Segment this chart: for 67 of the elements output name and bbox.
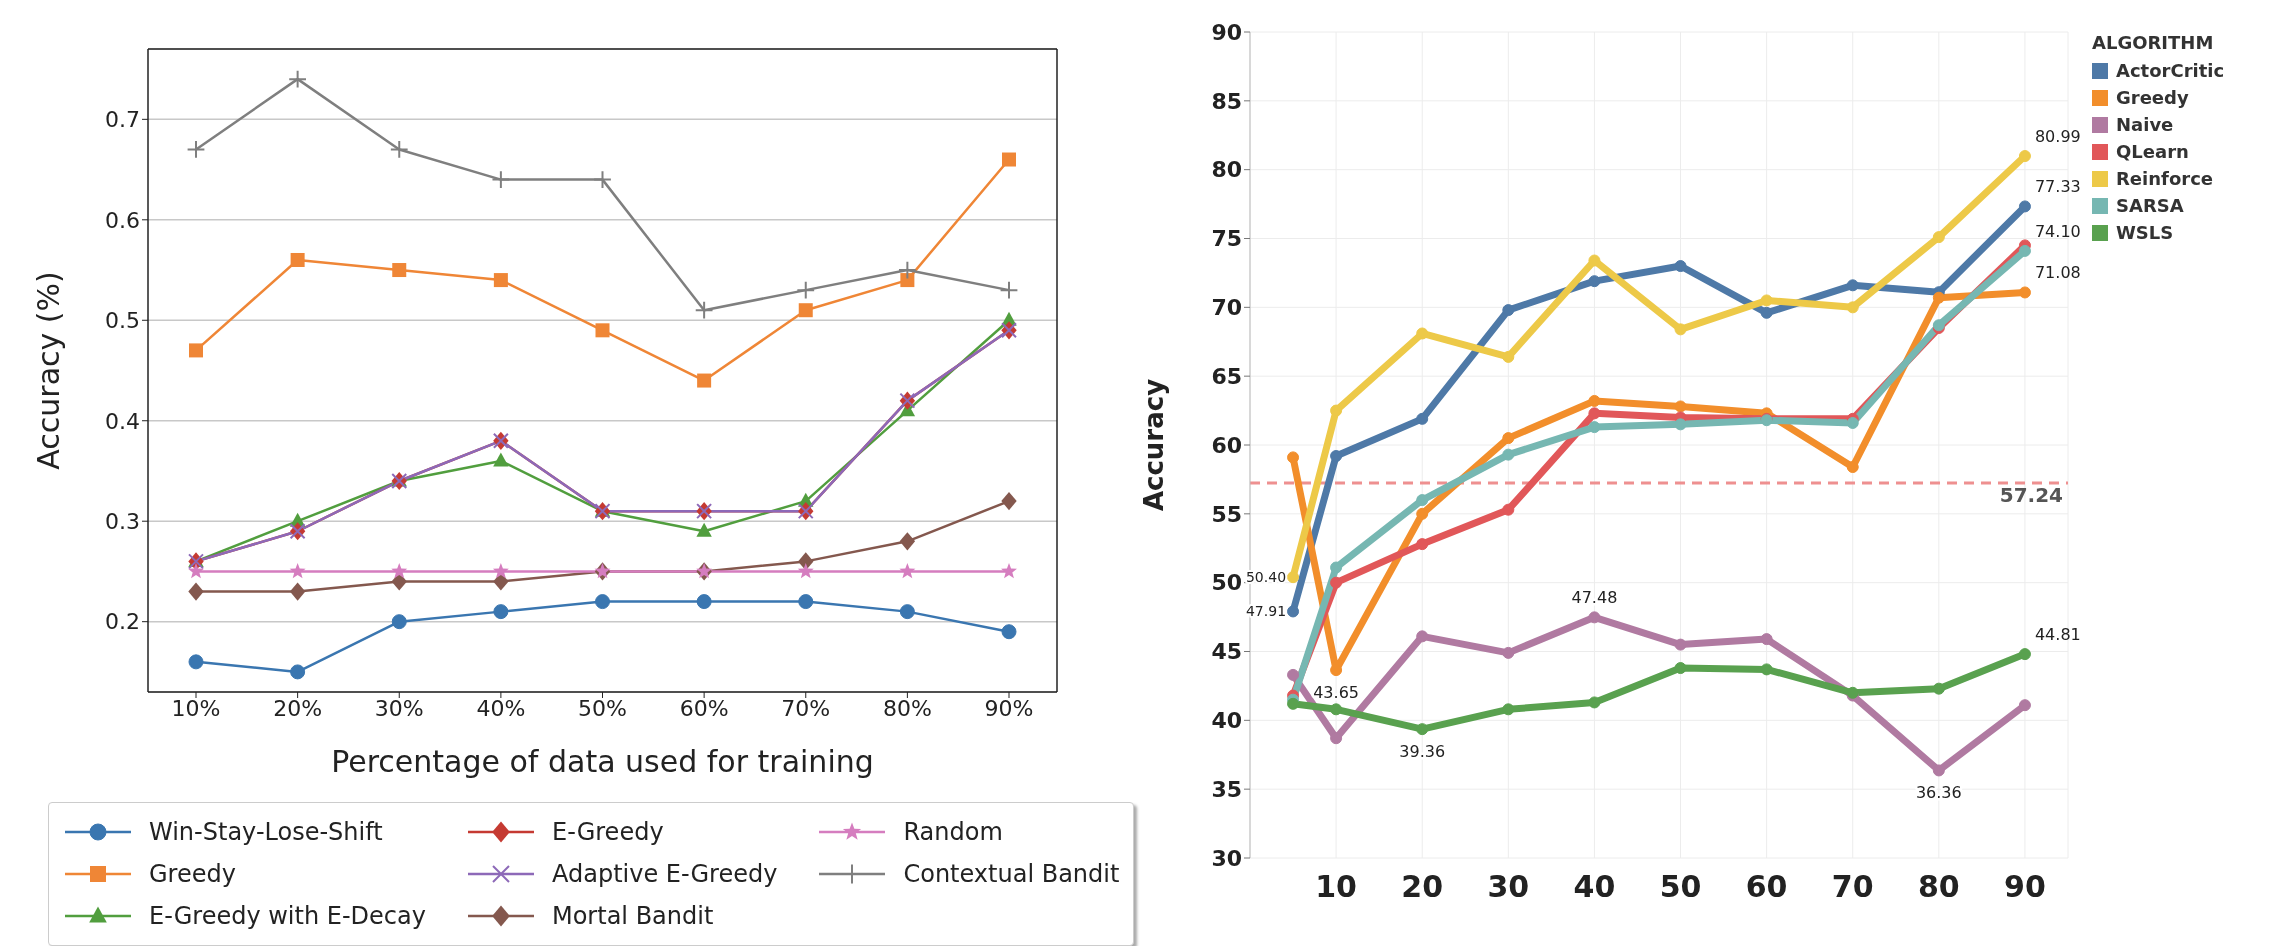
x-tick-label: 70% xyxy=(781,695,831,721)
x-tick-label: 80% xyxy=(882,695,932,721)
x-tick-label: 90% xyxy=(984,695,1034,721)
data-label: 71.08 xyxy=(2034,263,2081,283)
x-axis-title: Percentage of data used for training xyxy=(331,744,874,779)
y-tick-label: 80 xyxy=(1211,157,1242,183)
data-label: 47.91 xyxy=(1245,603,1287,620)
data-label: 44.81 xyxy=(2034,625,2081,645)
data-label: 74.10 xyxy=(2034,221,2081,241)
ref-line-label: 57.24 xyxy=(1999,483,2063,508)
x-tick-label: 70 xyxy=(1831,869,1874,905)
y-tick-label: 0.3 xyxy=(105,509,140,535)
y-axis-title: Accuracy xyxy=(1139,378,1170,512)
legend-title: ALGORITHM xyxy=(2092,32,2215,53)
y-tick-label: 85 xyxy=(1211,88,1242,114)
x-tick-label: 30% xyxy=(374,695,424,721)
x-tick-label: 90 xyxy=(2004,869,2046,905)
y-tick-label: 50 xyxy=(1211,570,1242,596)
x-tick-label: 30 xyxy=(1487,869,1530,905)
y-tick-label: 55 xyxy=(1211,501,1242,527)
legend-label: Random xyxy=(903,818,1003,846)
y-tick-label: 0.5 xyxy=(105,308,140,334)
x-tick-label: 60% xyxy=(679,695,729,721)
y-axis-title: Accuracy (%) xyxy=(30,271,66,470)
legend-label: Greedy xyxy=(149,860,236,888)
data-label: 39.36 xyxy=(1399,742,1446,762)
legend-label: Contextual Bandit xyxy=(903,860,1120,888)
data-label: 47.48 xyxy=(1571,588,1618,608)
y-tick-label: 75 xyxy=(1211,226,1242,252)
legend-label: QLearn xyxy=(2116,141,2189,162)
y-tick-label: 65 xyxy=(1211,363,1242,389)
y-tick-label: 0.4 xyxy=(105,408,140,434)
x-tick-label: 50 xyxy=(1659,869,1702,905)
y-tick-label: 0.7 xyxy=(105,107,140,133)
data-label: 80.99 xyxy=(2034,127,2081,147)
y-tick-label: 90 xyxy=(1211,19,1242,45)
legend-label: Win-Stay-Lose-Shift xyxy=(149,818,383,846)
x-tick-label: 50% xyxy=(578,695,627,721)
y-tick-label: 60 xyxy=(1211,432,1242,458)
legend-label: Naive xyxy=(2116,114,2174,135)
x-tick-label: 40% xyxy=(476,695,526,721)
x-tick-label: 20% xyxy=(273,695,323,721)
y-tick-label: 0.6 xyxy=(105,207,140,233)
data-label: 77.33 xyxy=(2034,177,2081,197)
x-tick-label: 20 xyxy=(1401,869,1444,905)
y-tick-label: 45 xyxy=(1211,639,1242,665)
legend-label: SARSA xyxy=(2116,195,2184,216)
x-tick-label: 60 xyxy=(1745,869,1788,905)
legend-label: Mortal Bandit xyxy=(551,902,714,930)
data-label: 50.40 xyxy=(1245,569,1287,586)
legend-label: Reinforce xyxy=(2116,168,2214,189)
legend-label: Greedy xyxy=(2116,87,2189,108)
y-tick-label: 30 xyxy=(1211,845,1242,871)
data-label: 36.36 xyxy=(1915,783,1962,803)
legend-label: WSLS xyxy=(2116,222,2174,243)
x-tick-label: 10 xyxy=(1315,869,1357,905)
y-tick-label: 35 xyxy=(1211,776,1242,802)
y-tick-label: 70 xyxy=(1211,295,1242,321)
x-tick-label: 80 xyxy=(1917,869,1960,905)
legend-label: E-Greedy with E-Decay xyxy=(149,902,426,930)
legend-label: ActorCritic xyxy=(2116,60,2225,81)
legend-label: E-Greedy xyxy=(551,818,664,846)
data-label: 43.65 xyxy=(1313,683,1360,703)
x-tick-label: 10% xyxy=(171,695,221,721)
legend-label: Adaptive E-Greedy xyxy=(551,860,778,888)
y-tick-label: 0.2 xyxy=(105,609,140,635)
x-tick-label: 40 xyxy=(1573,869,1616,905)
